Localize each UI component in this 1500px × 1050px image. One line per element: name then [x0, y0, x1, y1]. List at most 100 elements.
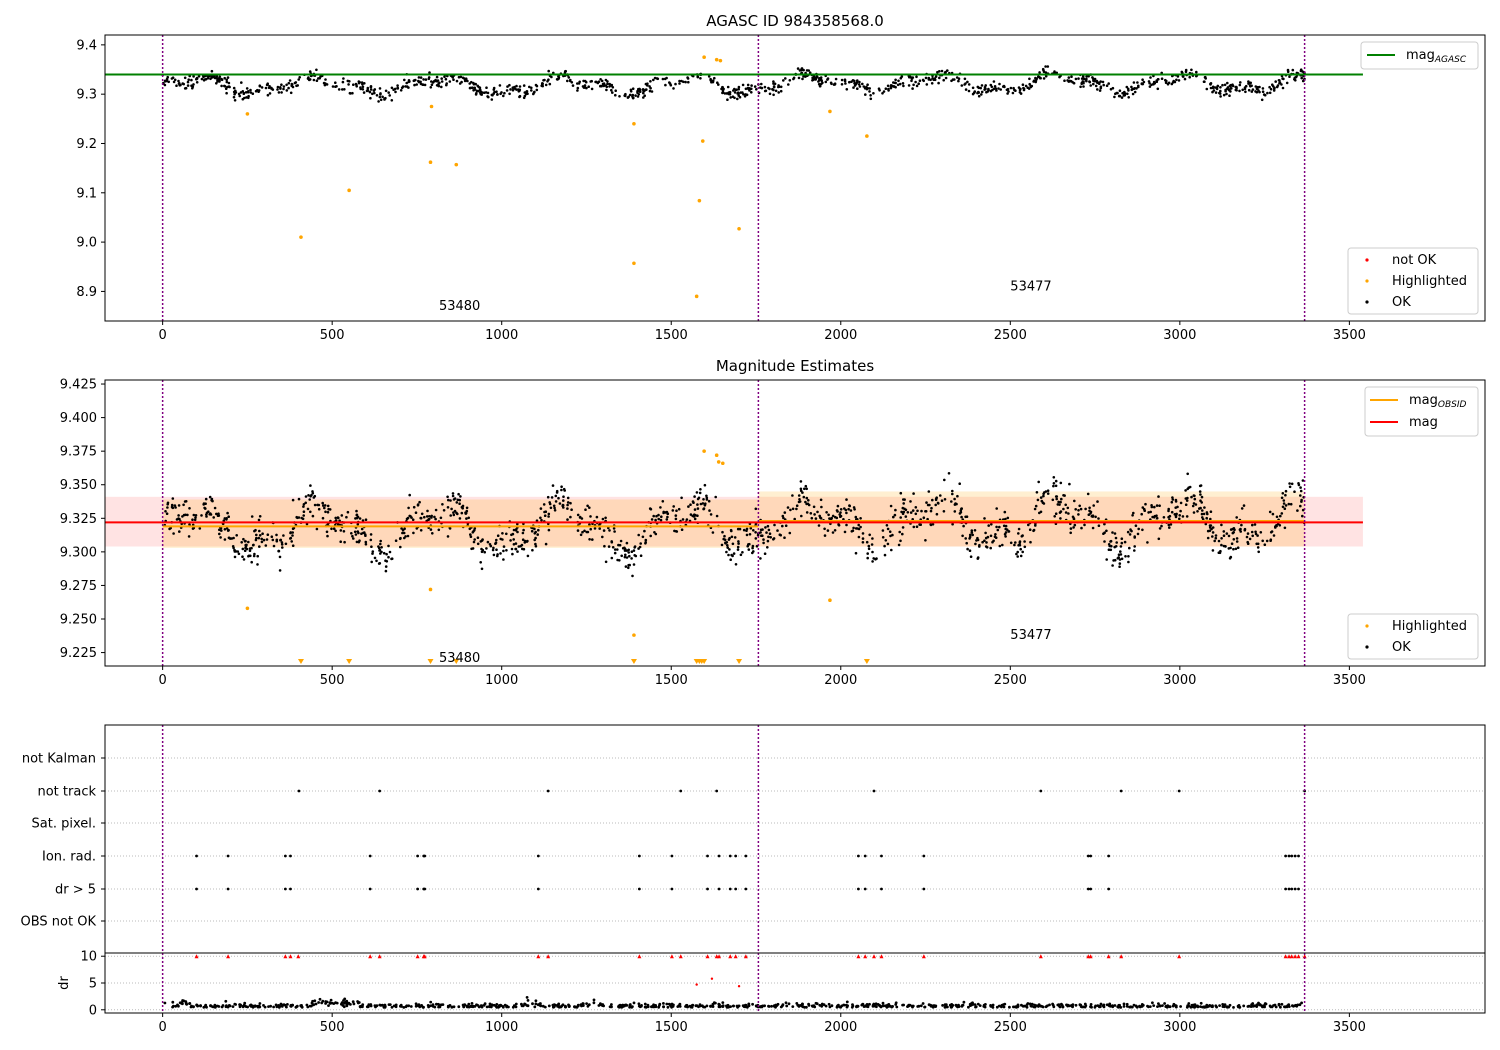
mag-ok-point: [1021, 550, 1024, 554]
dr-ok-point: [171, 1000, 175, 1004]
agasc-ok-point: [777, 85, 780, 89]
mag-ok-point: [1200, 512, 1204, 516]
agasc-ok-point: [419, 82, 423, 86]
dr-ok-point: [639, 1004, 643, 1008]
agasc-ok-point: [513, 87, 517, 90]
mag-ok-point: [625, 549, 628, 552]
mag-ok-point: [308, 498, 312, 501]
dr-ok-point: [955, 1004, 958, 1008]
mag-ok-point: [1118, 565, 1121, 568]
mag-ok-point: [1280, 512, 1284, 515]
agasc-ok-point: [830, 82, 833, 86]
agasc-ok-point: [280, 83, 283, 86]
agasc-ok-point: [746, 83, 750, 87]
dr-ok-point: [887, 1003, 891, 1006]
mag-ok-point: [537, 528, 540, 532]
mag-ok-point: [213, 506, 217, 510]
mag-ok-point: [1157, 537, 1161, 541]
dr-ok-point: [1298, 1003, 1302, 1007]
dr-ok-point: [1237, 1005, 1240, 1009]
mag-ok-point: [772, 538, 775, 541]
mag-ok-point: [516, 530, 519, 534]
agasc-ok-point: [355, 83, 358, 86]
mag-ok-point: [1023, 540, 1026, 543]
mag-ok-point: [1217, 551, 1221, 554]
agasc-ok-point: [294, 81, 298, 84]
mag-ok-point: [291, 531, 295, 534]
mag-ok-point: [1056, 503, 1060, 506]
mag-ok-point: [360, 532, 363, 535]
mag-ok-point: [223, 528, 227, 531]
mag-ok-point: [553, 509, 557, 512]
mag-ok-point: [970, 531, 974, 534]
agasc-ok-point: [721, 91, 725, 94]
mag-ok-point: [562, 499, 565, 502]
mag-ok-point: [1179, 509, 1182, 513]
agasc-axes-frame: [104, 34, 1486, 322]
agasc-ok-point: [1203, 80, 1206, 83]
mag-ok-point: [384, 565, 388, 568]
agasc-ok-point: [889, 84, 893, 87]
dr-ok-point: [872, 1002, 876, 1006]
mag-ok-point: [1194, 503, 1198, 506]
mag-ok-point: [581, 530, 584, 534]
flag-point: [1290, 887, 1294, 891]
mag-ok-point: [1283, 507, 1287, 511]
flag-point: [1287, 887, 1291, 891]
dr-ok-point: [990, 1005, 994, 1008]
mag-ok-point: [1113, 558, 1117, 562]
dr-ok-point: [1300, 1001, 1303, 1005]
mag-ok-point: [375, 559, 378, 563]
agasc-ok-point: [882, 90, 886, 93]
agasc-ok-point: [856, 79, 859, 82]
agasc-ok-point: [1277, 79, 1281, 82]
agasc-ok-point: [686, 76, 689, 79]
dr-ok-point: [492, 1003, 496, 1007]
agasc-ok-point: [979, 86, 982, 90]
mag-ok-point: [754, 531, 757, 534]
mag-ytick-label: 9.250: [60, 613, 97, 628]
agasc-ok-point: [886, 84, 890, 88]
mag-offscale-marker: [297, 659, 304, 664]
agasc-ok-point: [792, 76, 796, 80]
mag-ok-point: [1186, 496, 1189, 500]
mag-ok-point: [845, 511, 848, 515]
agasc-ok-point: [258, 84, 262, 87]
agasc-ok-point: [1044, 74, 1048, 78]
mag-ok-point: [306, 507, 310, 511]
mag-ok-point: [1184, 489, 1187, 492]
agasc-ok-point: [223, 84, 227, 88]
mag-ok-point: [384, 559, 387, 562]
agasc-ok-point: [971, 86, 975, 90]
agasc-ok-point: [1098, 89, 1102, 92]
agasc-ok-point: [872, 92, 875, 95]
agasc-ok-point: [546, 80, 549, 83]
mag-ok-point: [1097, 517, 1100, 520]
agasc-ok-point: [1156, 87, 1160, 91]
mag-ok-point: [352, 537, 355, 540]
dr-ok-point: [1079, 1005, 1083, 1008]
agasc-ok-point: [869, 97, 873, 101]
dr-ok-point: [620, 1005, 624, 1009]
mag-ok-point: [326, 510, 330, 514]
agasc-ok-point: [1214, 91, 1218, 94]
mag-ok-point: [562, 487, 566, 491]
agasc-ok-point: [1160, 77, 1164, 80]
dr-ok-point: [837, 1003, 840, 1007]
dr-ok-point: [743, 1005, 747, 1009]
flag-point: [734, 887, 738, 891]
dr-ok-point: [923, 1005, 926, 1009]
mag-ok-point: [791, 494, 794, 497]
dr-ok-point: [1161, 1004, 1164, 1007]
dr-ok-point: [253, 1004, 257, 1008]
agasc-ok-point: [1172, 79, 1175, 83]
mag-ok-point: [1263, 543, 1267, 546]
mag-ok-point: [813, 513, 816, 516]
dr-ok-point: [1258, 1003, 1261, 1007]
mag-ok-point: [166, 501, 170, 505]
mag-ok-point: [1118, 562, 1122, 565]
mag-ok-point: [839, 511, 842, 514]
mag-ok-point: [839, 508, 843, 511]
dr-ok-point: [514, 1002, 518, 1006]
agasc-xtick-label: 3000: [1163, 328, 1196, 343]
